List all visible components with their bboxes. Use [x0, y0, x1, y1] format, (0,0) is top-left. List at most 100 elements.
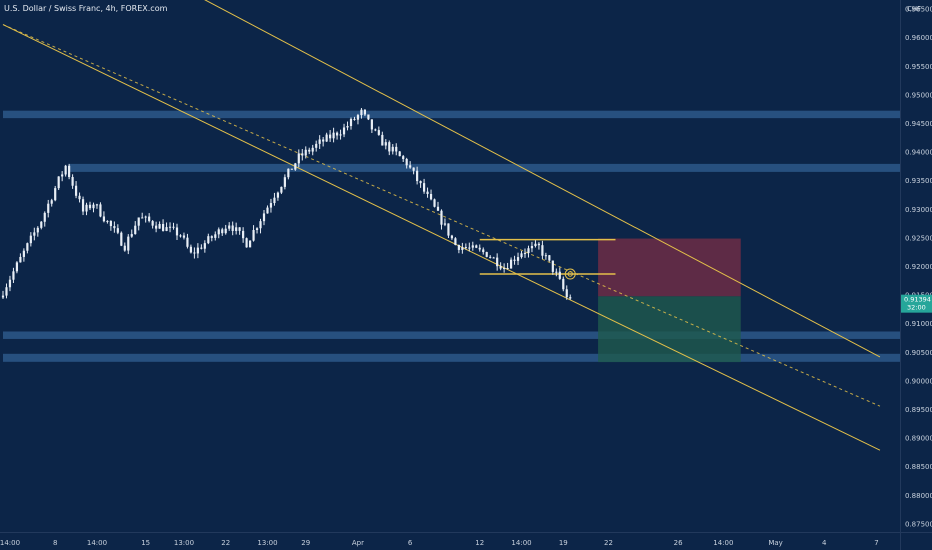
- candle-body: [47, 203, 50, 213]
- candle-body: [224, 228, 227, 234]
- current-price-badge: [901, 294, 932, 313]
- time-tick-label: 14:00: [511, 539, 531, 547]
- candle-body: [64, 165, 67, 175]
- time-tick-label: 4: [822, 539, 827, 547]
- candle-body: [8, 279, 12, 288]
- candle-body: [419, 181, 422, 184]
- candle-body: [68, 165, 71, 178]
- price-tick-label: 0.93500: [905, 177, 932, 185]
- candle-body: [409, 165, 412, 168]
- candle-body: [360, 109, 363, 116]
- time-tick-label: 22: [604, 539, 613, 547]
- candle-body: [558, 271, 561, 279]
- candle-body: [88, 204, 92, 209]
- candle-body: [182, 235, 186, 238]
- candle-body: [297, 153, 300, 164]
- candle-body: [388, 142, 391, 152]
- price-axis-separator: [900, 0, 901, 550]
- candle-body: [569, 297, 572, 299]
- candle-body: [287, 168, 290, 178]
- candle-body: [15, 262, 19, 272]
- candle-body: [496, 257, 499, 267]
- candle-body: [74, 185, 78, 196]
- candle-body: [165, 227, 168, 231]
- candle-body: [471, 245, 474, 248]
- time-tick-label: 22: [221, 539, 230, 547]
- marker-dot: [567, 271, 573, 277]
- candle-body: [475, 245, 478, 248]
- candle-body: [478, 247, 481, 250]
- candle-body: [516, 257, 520, 261]
- candle-body: [33, 232, 36, 236]
- price-tick-label: 0.94000: [905, 149, 932, 157]
- candle-body: [137, 217, 140, 226]
- candle-body: [151, 221, 154, 226]
- take-profit-zone: [598, 296, 741, 363]
- candle-body: [245, 238, 248, 248]
- candle-body: [527, 248, 530, 254]
- support-resistance-zone: [3, 110, 900, 119]
- candle-body: [290, 168, 293, 170]
- candle-body: [40, 221, 43, 228]
- candle-body: [461, 247, 464, 250]
- candle-body: [235, 227, 238, 231]
- price-tick-label: 0.92000: [905, 263, 932, 271]
- candle-body: [231, 225, 234, 231]
- candle-body: [1, 295, 5, 298]
- candle-body: [99, 204, 102, 217]
- candle-body: [450, 235, 454, 239]
- candle-body: [203, 243, 206, 249]
- channel-line: [2, 24, 881, 451]
- candle-body: [210, 236, 213, 238]
- price-tick-label: 0.88500: [905, 463, 932, 471]
- candle-body: [395, 146, 398, 152]
- candle-body: [367, 114, 370, 120]
- candle-body: [339, 134, 342, 136]
- time-tick-label: 6: [408, 539, 413, 547]
- candle-body: [482, 249, 485, 253]
- candle-body: [259, 221, 262, 229]
- candle-body: [214, 234, 217, 238]
- price-tick-label: 0.96000: [905, 34, 932, 42]
- candle-body: [43, 212, 46, 222]
- candle-body: [489, 256, 492, 258]
- price-tick-label: 0.91000: [905, 320, 932, 328]
- price-tick-label: 0.89500: [905, 406, 932, 414]
- candle-body: [520, 253, 523, 258]
- candle-body: [405, 158, 408, 166]
- candle-body: [168, 226, 172, 228]
- candle-body: [551, 260, 554, 272]
- current-price-value: 0.91394: [904, 296, 931, 304]
- currency-label: CHF: [907, 5, 921, 13]
- candle-body: [50, 200, 53, 204]
- candle-body: [36, 227, 39, 233]
- time-tick-label: 13:00: [257, 539, 277, 547]
- candle-body: [280, 186, 283, 193]
- candle-body: [19, 256, 22, 263]
- price-tick-label: 0.88000: [905, 492, 932, 500]
- candle-body: [200, 247, 203, 249]
- candle-body: [422, 183, 426, 192]
- candle-body: [384, 142, 387, 146]
- candle-body: [534, 243, 537, 247]
- channel-line: [204, 0, 881, 358]
- candle-body: [374, 129, 377, 131]
- candle-body: [398, 151, 401, 157]
- candle-body: [335, 132, 339, 136]
- candle-body: [113, 226, 116, 229]
- time-axis: 14:00 8 14:00 15 13:00 22 13:00 29 Apr 6 12 14:00 19…: [0, 539, 879, 547]
- candle-body: [148, 216, 151, 222]
- price-tick-label: 0.93000: [905, 206, 932, 214]
- candle-body: [416, 170, 419, 182]
- candle-body: [464, 247, 467, 249]
- candle-body: [71, 177, 74, 186]
- candle-body: [503, 268, 506, 270]
- time-tick-label: 19: [559, 539, 568, 547]
- candle-body: [238, 227, 241, 231]
- candle-body: [155, 225, 158, 229]
- price-tick-label: 0.90500: [905, 349, 932, 357]
- price-tick-label: 0.94500: [905, 120, 932, 128]
- candle-body: [485, 252, 488, 257]
